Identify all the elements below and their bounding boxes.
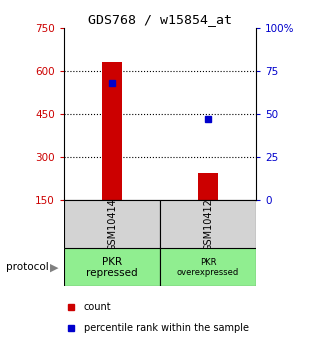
Bar	[198, 173, 218, 200]
Bar	[64, 248, 160, 286]
Text: percentile rank within the sample: percentile rank within the sample	[84, 323, 249, 333]
Text: PKR
repressed: PKR repressed	[86, 257, 138, 278]
Text: protocol: protocol	[6, 263, 49, 272]
Text: GSM10412: GSM10412	[203, 198, 213, 251]
Text: PKR
overexpressed: PKR overexpressed	[177, 258, 239, 277]
Bar	[160, 248, 256, 286]
Text: GSM10414: GSM10414	[107, 198, 117, 250]
Text: ▶: ▶	[50, 263, 58, 272]
Title: GDS768 / w15854_at: GDS768 / w15854_at	[88, 13, 232, 27]
Bar	[102, 62, 122, 200]
Text: count: count	[84, 302, 112, 312]
Bar	[64, 200, 160, 248]
Bar	[160, 200, 256, 248]
